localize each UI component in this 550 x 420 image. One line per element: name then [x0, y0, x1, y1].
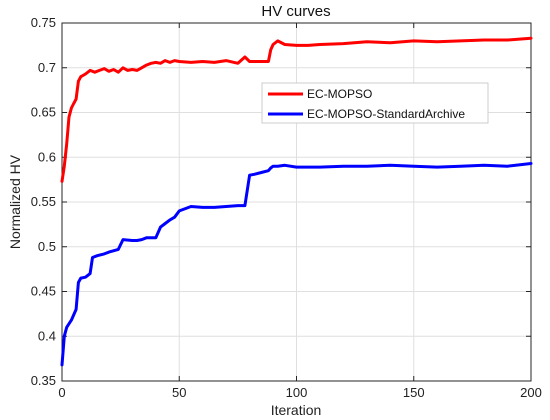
x-tick-label: 150: [403, 385, 425, 400]
x-tick-label: 0: [58, 385, 65, 400]
x-axis-label: Iteration: [271, 402, 322, 418]
y-tick-label: 0.5: [38, 239, 56, 254]
y-tick-label: 0.7: [38, 60, 56, 75]
y-tick-label: 0.6: [38, 149, 56, 164]
y-tick-label: 0.75: [31, 15, 56, 30]
axis-ticks: 0 50 100 150 200 0.35 0.4 0.45 0.5 0.55 0.6 0.65 0.7…: [31, 15, 542, 400]
y-tick-label: 0.55: [31, 194, 56, 209]
x-tick-label: 200: [520, 385, 542, 400]
x-tick-label: 50: [172, 385, 186, 400]
series-line-ec-mopso-standardarchive: [60, 162, 533, 367]
series-layer: [60, 36, 533, 367]
series-line-ec-mopso: [60, 36, 533, 183]
y-tick-label: 0.65: [31, 105, 56, 120]
y-axis-label: Normalized HV: [7, 154, 23, 249]
chart-title: HV curves: [261, 3, 330, 20]
legend-box: [261, 82, 489, 124]
y-tick-label: 0.35: [31, 373, 56, 388]
legend-label-ec-mopso: EC-MOPSO: [307, 87, 372, 101]
y-tick-label: 0.45: [31, 284, 56, 299]
y-tick-label: 0.4: [38, 328, 56, 343]
legend-label-ec-mopso-standardarchive: EC-MOPSO-StandardArchive: [307, 107, 465, 121]
legend: EC-MOPSO EC-MOPSO-StandardArchive: [261, 82, 489, 124]
x-tick-label: 100: [286, 385, 308, 400]
